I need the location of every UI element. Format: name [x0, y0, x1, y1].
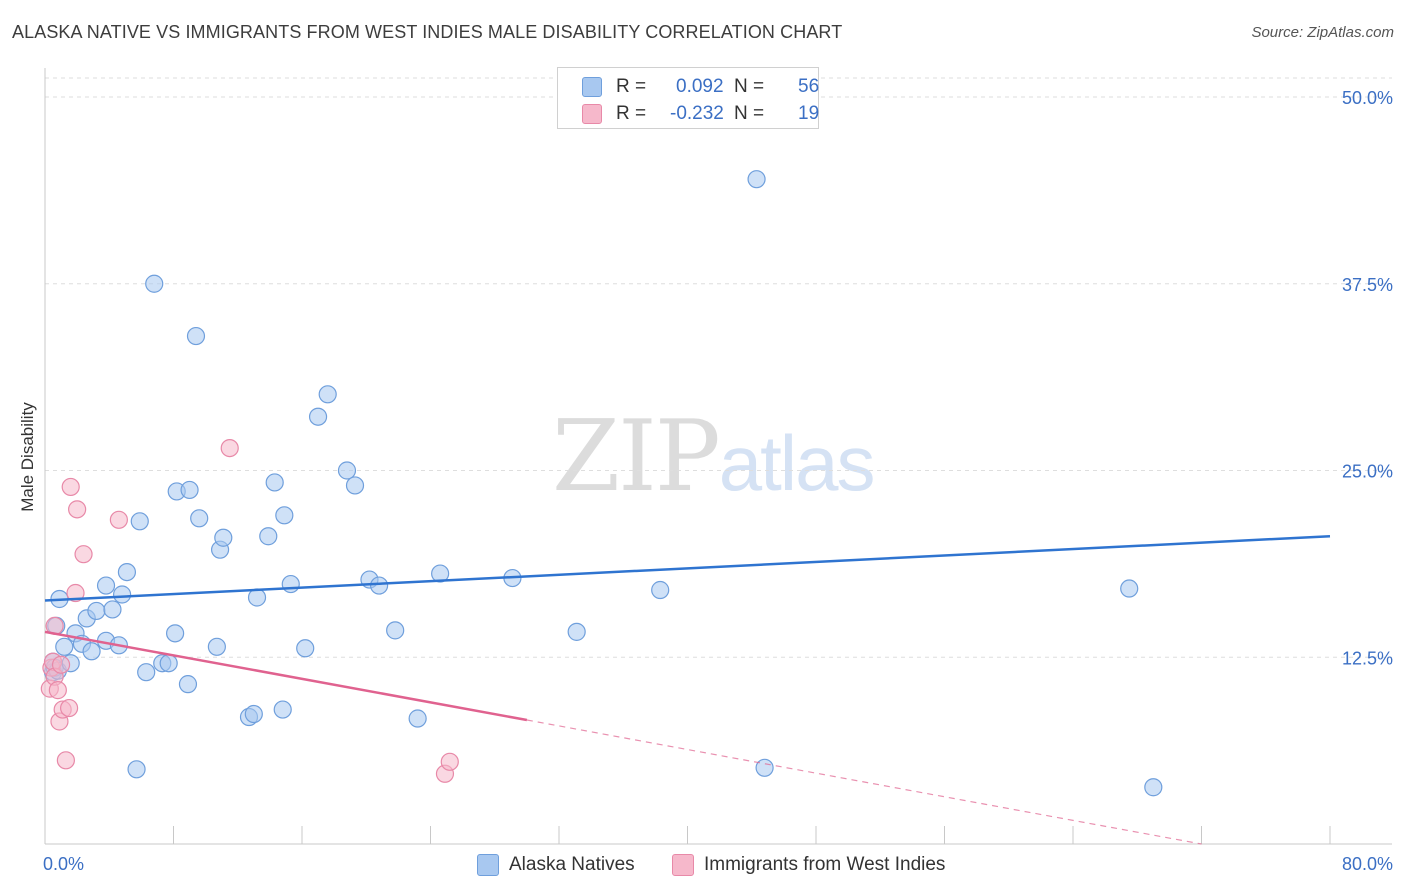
alaska-native-point	[296, 639, 315, 658]
alaska-native-point	[370, 576, 389, 595]
alaska-native-point	[755, 758, 774, 777]
alaska-native-point	[180, 480, 199, 500]
y-tick-label: 25.0%	[1342, 462, 1393, 482]
west-indies-point	[66, 583, 85, 603]
west-indies-point	[440, 752, 459, 771]
alaska-native-point	[145, 274, 164, 293]
legend-item-label: Alaska Natives	[509, 854, 635, 875]
alaska-native-point	[567, 622, 586, 641]
alaska-native-point	[247, 588, 267, 607]
legend-r-value: 0.092	[676, 76, 724, 97]
legend-n-value: 56	[798, 76, 820, 97]
alaska-native-point	[103, 600, 122, 619]
alaska-native-point	[137, 663, 156, 682]
alaska-native-point	[1120, 579, 1139, 598]
legend-r-value: -0.232	[670, 103, 724, 124]
watermark-atlas: atlas	[718, 419, 876, 507]
alaska-native-point	[244, 704, 263, 724]
alaska-native-point	[337, 461, 357, 480]
alaska-native-point	[1144, 778, 1163, 797]
west-indies-point	[74, 545, 93, 564]
alaska-native-point	[96, 576, 116, 595]
correlation-legend: R = 0.092 N = 56 R = -0.232 N = 19	[557, 67, 819, 129]
legend-item-label: Immigrants from West Indies	[704, 854, 946, 875]
alaska-native-point	[87, 601, 106, 621]
alaska-native-point	[259, 527, 278, 546]
west-indies-trendline	[44, 630, 528, 722]
alaska-native-point	[190, 509, 209, 528]
legend-r-label: R =	[616, 76, 647, 97]
y-tick-label: 12.5%	[1342, 648, 1393, 668]
legend-r-label: R =	[616, 103, 647, 124]
x-tick-label: 0.0%	[43, 854, 84, 874]
legend-swatch-blue	[582, 77, 602, 97]
alaska-native-point	[273, 700, 292, 719]
alaska-native-point	[747, 170, 766, 189]
chart-title: ALASKA NATIVE VS IMMIGRANTS FROM WEST IN…	[12, 22, 843, 42]
alaska-native-point	[186, 326, 206, 346]
alaska-native-point	[265, 473, 284, 492]
source-label: Source: ZipAtlas.com	[1251, 24, 1394, 41]
alaska-native-point	[318, 385, 337, 404]
legend-n-label: N =	[734, 103, 765, 124]
alaska-native-point	[275, 506, 294, 525]
alaska-native-point	[82, 642, 101, 661]
alaska-native-point	[117, 562, 137, 582]
alaska-native-point	[55, 637, 74, 656]
series-legend: Alaska Natives Immigrants from West Indi…	[0, 850, 1406, 880]
alaska-native-point	[159, 654, 178, 673]
west-indies-trendline-extension	[526, 719, 1202, 845]
alaska-native-point	[166, 624, 185, 643]
alaska-native-point	[207, 637, 226, 656]
y-tick-label: 37.5%	[1342, 275, 1393, 295]
west-indies-point	[61, 477, 80, 497]
alaska-native-point	[112, 585, 132, 604]
legend-n-value: 19	[798, 103, 820, 124]
y-tick-label: 50.0%	[1342, 88, 1393, 108]
alaska-native-point	[345, 476, 365, 495]
alaska-native-point	[178, 675, 198, 694]
alaska-native-point	[281, 574, 300, 594]
legend-swatch-pink	[672, 854, 694, 876]
watermark: ZIPatlas	[552, 400, 876, 514]
west-indies-point	[51, 655, 71, 674]
alaska-native-point	[214, 528, 233, 547]
alaska-native-point	[308, 407, 328, 426]
alaska-native-point	[130, 512, 149, 531]
alaska-natives-trendline	[44, 534, 1331, 602]
west-indies-point	[109, 510, 128, 529]
west-indies-point	[48, 681, 67, 700]
legend-n-label: N =	[734, 76, 765, 97]
west-indies-point	[68, 500, 87, 519]
legend-swatch-blue	[477, 854, 499, 876]
legend-swatch-pink	[582, 104, 602, 124]
west-indies-point	[59, 698, 79, 718]
watermark-zip: ZIP	[552, 400, 721, 514]
alaska-native-point	[431, 564, 450, 583]
x-tick-label: 80.0%	[1342, 854, 1393, 874]
alaska-native-point	[408, 709, 427, 728]
alaska-native-point	[651, 580, 670, 600]
alaska-native-point	[386, 621, 405, 640]
alaska-native-point	[127, 760, 146, 779]
west-indies-point	[220, 438, 239, 458]
west-indies-point	[56, 751, 75, 770]
